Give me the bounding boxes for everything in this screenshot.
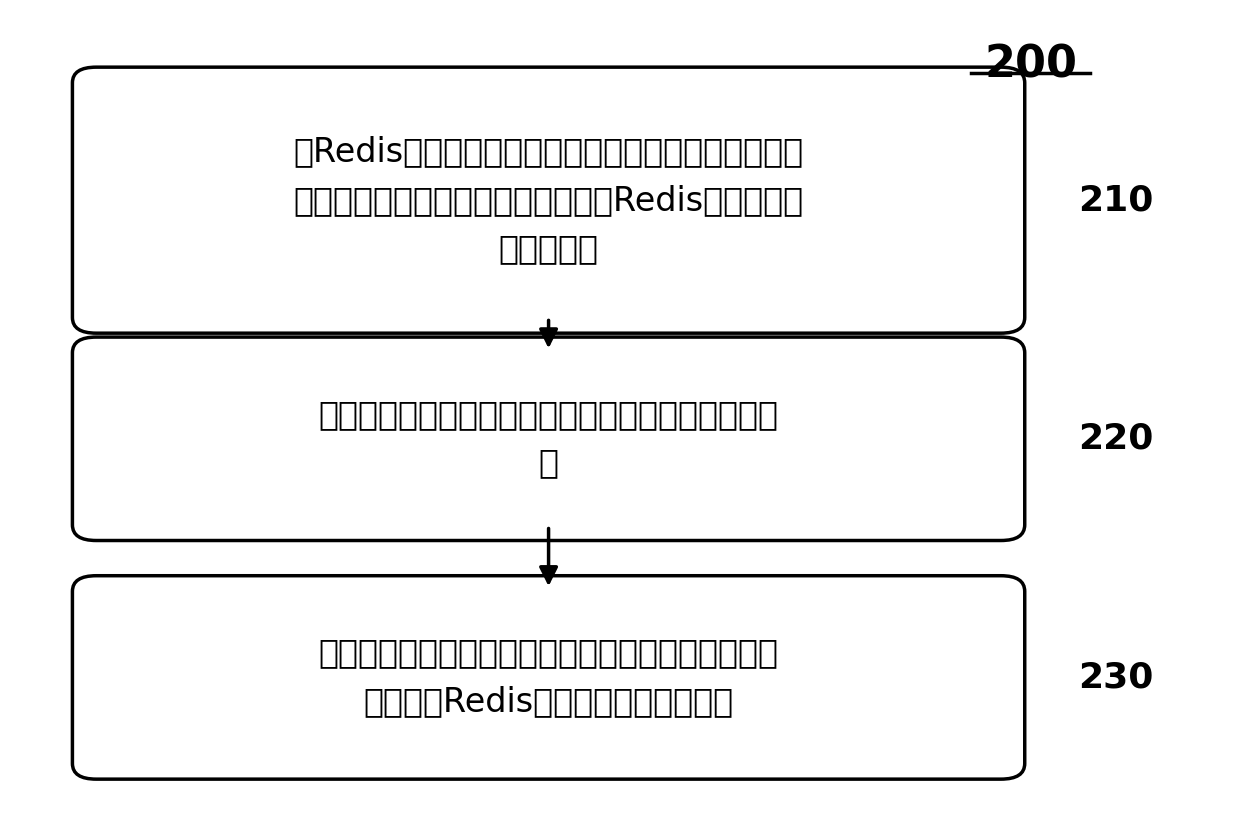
FancyBboxPatch shape — [72, 337, 1024, 540]
Text: 根据命中前缀列表中的前缀的关键字的数量和存储空
间，优化Redis数据库的数据存储结构: 根据命中前缀列表中的前缀的关键字的数量和存储空 间，优化Redis数据库的数据存… — [319, 637, 779, 718]
Text: 200: 200 — [985, 44, 1078, 86]
FancyBboxPatch shape — [72, 575, 1024, 779]
Text: 从Redis数据库中读取预设数量的关键字并对读取的每
一个关键字执行分析步骤直至已分析Redis数据库中的
所有关键字: 从Redis数据库中读取预设数量的关键字并对读取的每 一个关键字执行分析步骤直至… — [294, 135, 804, 265]
Text: 220: 220 — [1079, 422, 1153, 456]
Text: 获取命中前缀列表中的前缀的关键字的数量和存储空
间: 获取命中前缀列表中的前缀的关键字的数量和存储空 间 — [319, 398, 779, 479]
FancyBboxPatch shape — [72, 67, 1024, 333]
Text: 230: 230 — [1079, 660, 1153, 694]
Text: 210: 210 — [1079, 183, 1153, 217]
